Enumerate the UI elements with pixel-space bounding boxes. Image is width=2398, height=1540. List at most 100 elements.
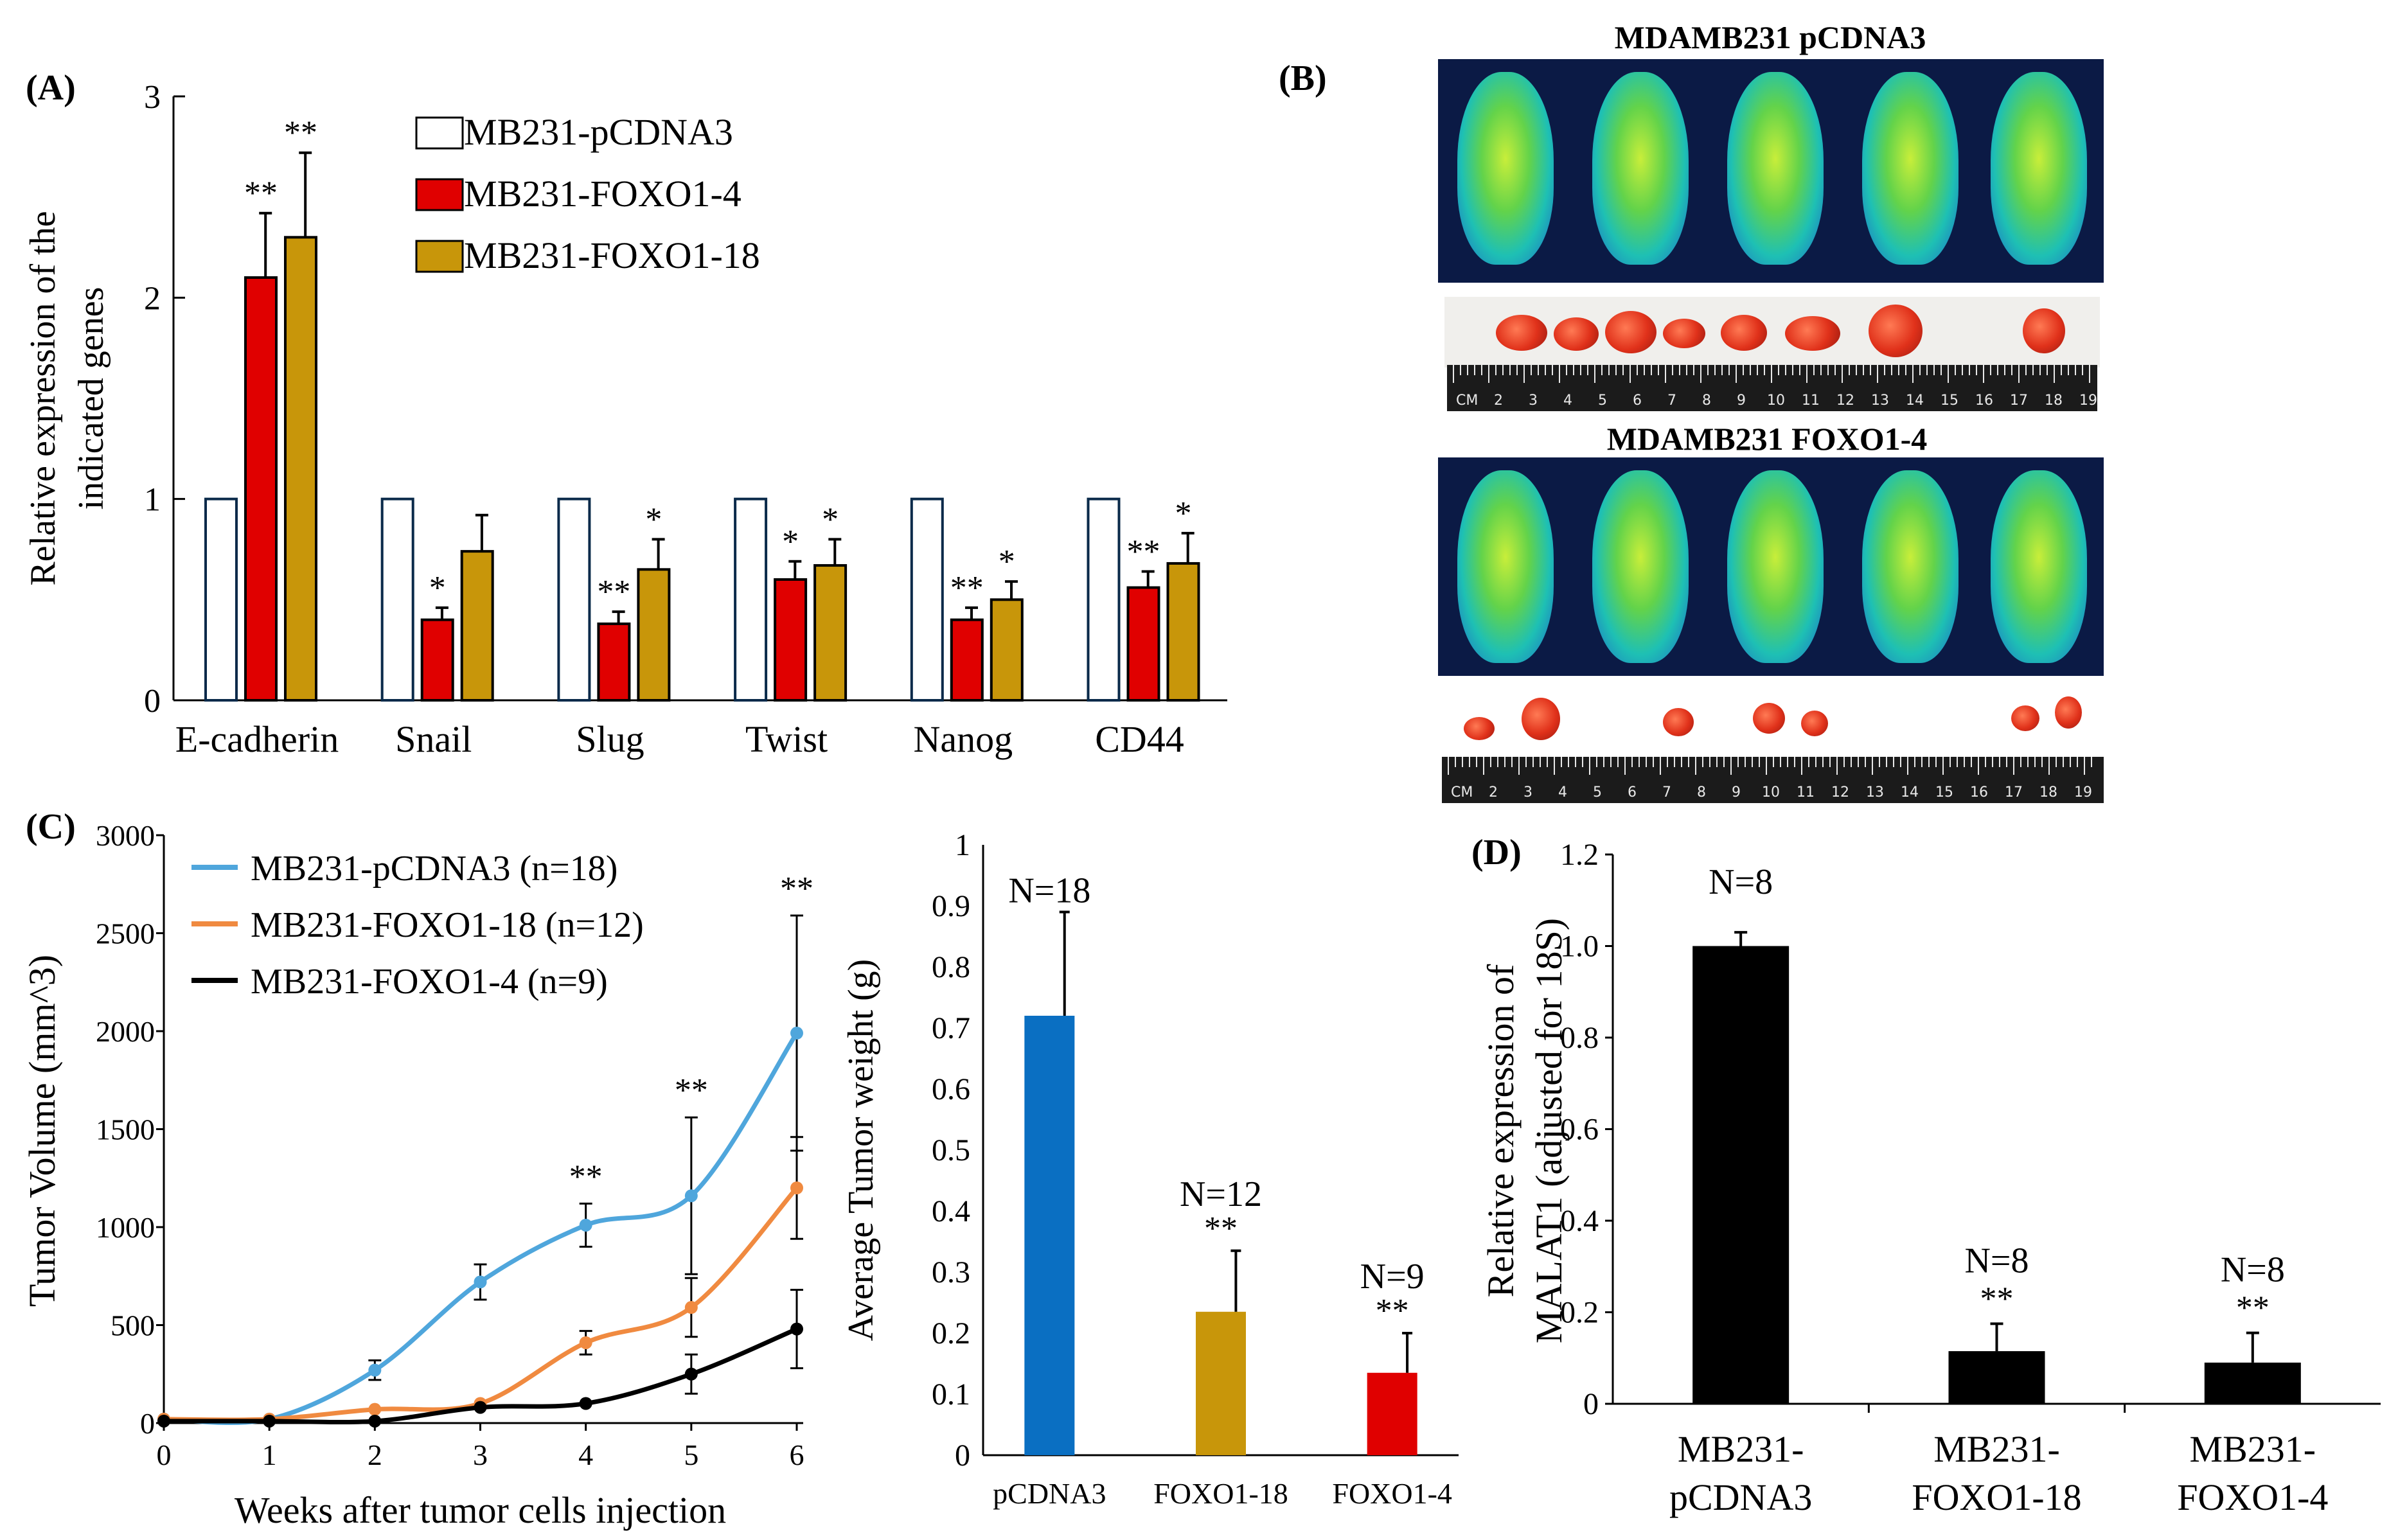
ruler-number: 15 (1935, 784, 1953, 801)
ruler-number: 9 (1737, 393, 1746, 409)
bar-mb231-foxo1-4 (1126, 586, 1160, 702)
bar-mb231-foxo1-4 (950, 618, 984, 702)
panel-d-y-axis-label: Relative expression of MALAT1 (adjusted f… (1480, 918, 1570, 1343)
x-tick-label: 3 (473, 1438, 488, 1471)
ruler-number: 17 (2005, 784, 2023, 801)
x-category-label-line2: FOXO1-4 (2177, 1476, 2328, 1518)
panel-c-line: (C) Tumor Volume (mm^3) 0 500 1000 1500 2000… (21, 807, 813, 1531)
data-point (474, 1401, 487, 1414)
series-line (163, 1186, 799, 1422)
panel-b-label: (B) (1279, 58, 1327, 98)
significance-mark: ** (950, 570, 984, 606)
bar-mb231-pcdna3 (1087, 497, 1121, 702)
ruler-number: 2 (1489, 784, 1498, 801)
n-label: N=8 (1709, 862, 1773, 902)
y-tick-label: 3 (144, 79, 161, 116)
n-label: N=9 (1360, 1257, 1425, 1297)
panel-c-legend: MB231-pCDNA3 (n=18) MB231-FOXO1-18 (n=12)… (191, 849, 644, 1002)
panel-d-label: (D) (1471, 833, 1522, 872)
bar (1692, 946, 1790, 1404)
significance-mark: ** (1980, 1280, 2014, 1317)
n-label: N=8 (2221, 1250, 2285, 1290)
ruler-number: 17 (2010, 393, 2028, 409)
significance-mark: ** (1127, 533, 1160, 570)
x-category-label: Snail (395, 718, 472, 760)
significance-mark: ** (597, 574, 630, 610)
y-axis-label-line2: indicated genes (71, 287, 111, 510)
ruler-number: 10 (1767, 393, 1785, 409)
bar-mb231-pcdna3 (204, 497, 238, 702)
y-axis-label-line2: MALAT1 (adjusted for 18S) (1528, 918, 1570, 1343)
y-axis-label: Average Tumor weight (g) (841, 959, 881, 1341)
y-axis-label-line1: Relative expression of (1480, 964, 1522, 1297)
mouse-image (1727, 72, 1824, 265)
ruler-number: 6 (1633, 393, 1642, 409)
significance-mark: * (822, 501, 839, 538)
x-category-label: Nanog (913, 718, 1013, 760)
y-tick-label: 3000 (96, 819, 155, 852)
x-category-label: Slug (576, 718, 644, 760)
significance-mark: * (1175, 495, 1192, 532)
y-tick-label: 0 (955, 1438, 970, 1473)
significance-mark: * (645, 501, 662, 538)
panel-d-bars: MB231-pCDNA3N=8MB231-FOXO1-18N=8**MB231-… (1669, 862, 2328, 1518)
tumor-strip-pcdna3 (1444, 297, 2100, 367)
tumor-image (1663, 319, 1705, 348)
panel-a-legend: MB231-pCDNA3 MB231-FOXO1-4 MB231-FOXO1-18 (415, 111, 760, 276)
panel-a-bars: ***** ******** *** (204, 115, 1200, 702)
significance-mark: ** (675, 1072, 708, 1109)
panel-d: (D) Relative expression of MALAT1 (adjust… (1471, 833, 2381, 1518)
legend-label: MB231-FOXO1-4 (464, 173, 742, 215)
x-category-label: pCDNA3 (993, 1477, 1106, 1510)
mouse-image (1457, 72, 1554, 265)
tumor-image (1663, 708, 1694, 736)
imaging-strip-pcdna3 (1438, 59, 2104, 283)
data-point (579, 1336, 592, 1349)
ruler-number: 11 (1797, 784, 1815, 801)
y-tick-label: 2 (144, 280, 161, 317)
y-axis-label: Tumor Volume (mm^3) (21, 955, 63, 1307)
significance-mark: ** (1204, 1210, 1238, 1247)
x-category-label-line2: FOXO1-18 (1912, 1476, 2081, 1518)
x-tick-label: 1 (262, 1438, 277, 1471)
panel-c-label: (C) (26, 807, 76, 847)
n-label: N=12 (1180, 1174, 1262, 1214)
data-point (790, 1322, 803, 1336)
significance-mark: ** (284, 115, 317, 152)
bar-mb231-pcdna3 (380, 497, 414, 702)
tumor-image (1605, 311, 1656, 353)
y-tick-label: 500 (111, 1309, 155, 1342)
y-tick-label: 0.8 (1560, 1021, 1599, 1055)
bar-mb231-foxo1-18 (284, 236, 317, 702)
y-tick-label: 0.9 (932, 889, 970, 923)
panel-b-top-title: MDAMB231 pCDNA3 (1615, 19, 1926, 55)
ruler-number: 11 (1802, 393, 1820, 409)
bar-mb231-foxo1-4 (597, 622, 631, 702)
y-tick-label: 1.0 (1560, 930, 1599, 964)
ruler-unit: CM (1451, 784, 1473, 801)
bar-mb231-foxo1-4 (420, 618, 454, 702)
panel-c-axes: 0 500 1000 1500 2000 2500 3000 0 1 2 3 4 5 6 Weeks aft… (96, 819, 804, 1531)
panel-b-bottom-title: MDAMB231 FOXO1-4 (1607, 421, 1928, 457)
ruler-number: 3 (1529, 393, 1538, 409)
y-tick-label: 2000 (96, 1015, 155, 1048)
y-tick-label: 0 (144, 683, 161, 720)
tumor-image (1801, 711, 1828, 736)
y-tick-label: 0.4 (932, 1194, 970, 1228)
bar-mb231-foxo1-18 (813, 564, 848, 702)
data-point (790, 1182, 803, 1194)
n-label: N=8 (1964, 1241, 2029, 1280)
bar-mb231-pcdna3 (734, 497, 768, 702)
tumor-image (1522, 698, 1560, 740)
data-point (263, 1414, 276, 1428)
mouse-image (1457, 470, 1554, 663)
ruler-unit: CM (1456, 393, 1478, 409)
bar (1196, 1311, 1246, 1455)
bar (2204, 1362, 2301, 1404)
significance-mark: ** (780, 871, 813, 907)
legend-swatch (415, 116, 464, 150)
y-tick-label: 0.3 (932, 1255, 970, 1289)
x-tick-label: 0 (157, 1438, 172, 1471)
